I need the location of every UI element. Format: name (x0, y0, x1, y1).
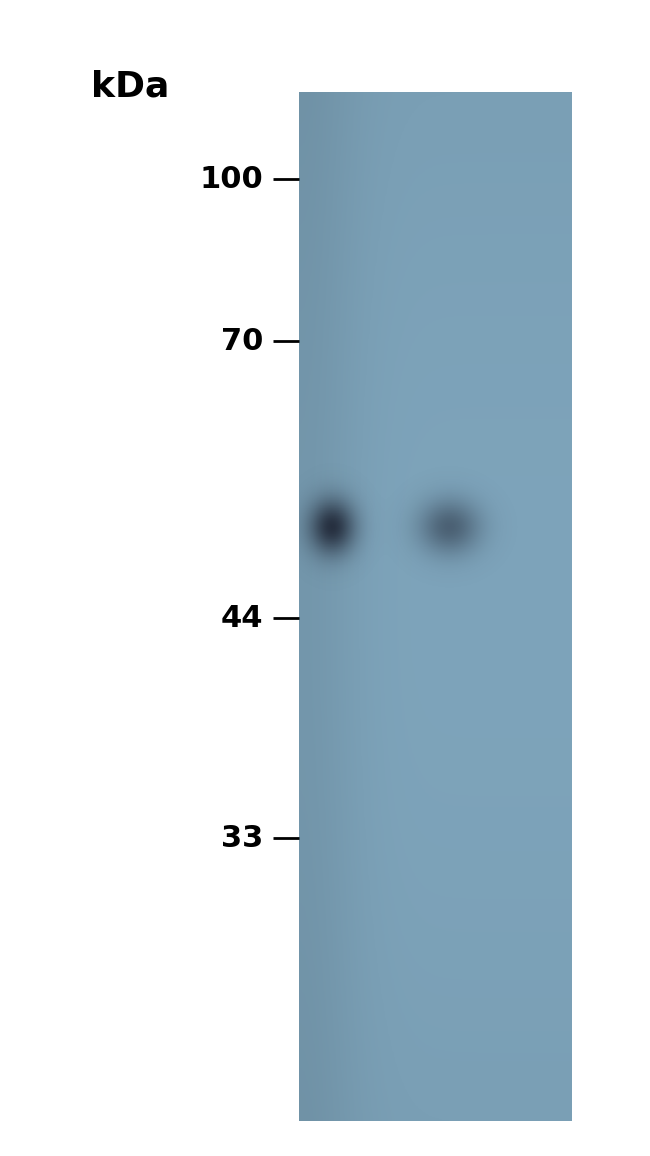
Text: kDa: kDa (91, 69, 169, 104)
Text: 70: 70 (221, 326, 263, 356)
Text: 33: 33 (221, 823, 263, 853)
Text: 44: 44 (221, 603, 263, 633)
Text: 100: 100 (200, 164, 263, 194)
